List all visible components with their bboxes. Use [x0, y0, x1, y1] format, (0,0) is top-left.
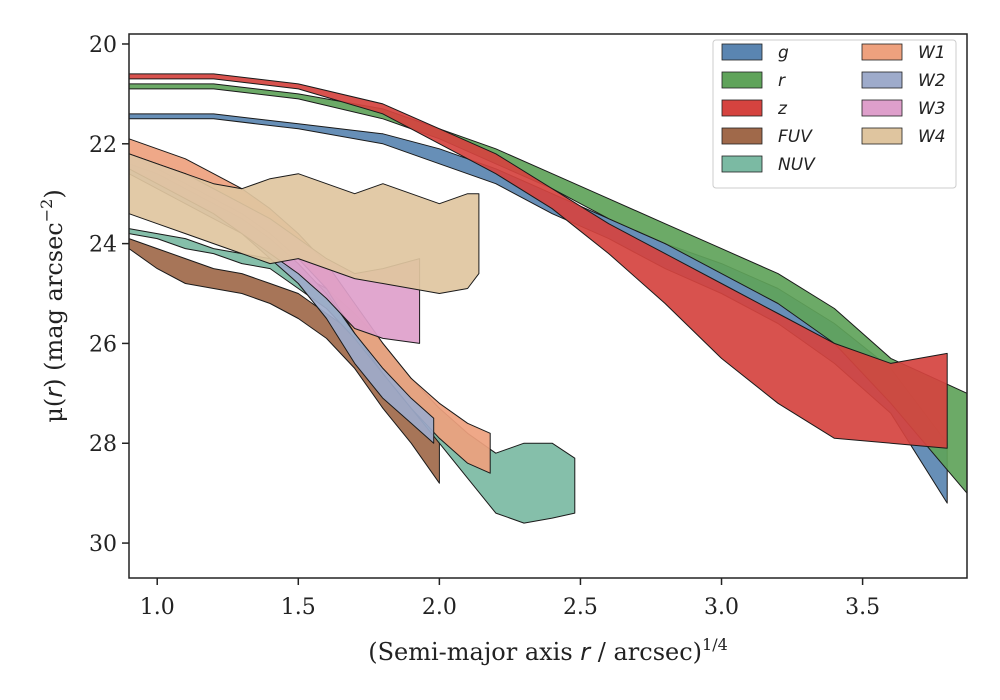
y-tick-label: 30 — [89, 532, 117, 557]
legend-label-fuv: FUV — [778, 127, 813, 147]
bands-layer — [128, 73, 968, 524]
band-fuv — [128, 238, 440, 484]
legend-swatch-r — [721, 71, 763, 89]
x-axis-label: (Semi-major axis r / arcsec)1/4 — [368, 635, 728, 666]
legend-swatch-z — [721, 99, 763, 117]
legend-swatch-w3 — [861, 99, 903, 117]
y-tick-label: 26 — [89, 332, 117, 357]
y-tick-label: 20 — [89, 33, 117, 58]
legend-swatch-w1 — [861, 43, 903, 61]
legend-swatch-w2 — [861, 71, 903, 89]
x-tick-label: 1.5 — [281, 595, 316, 620]
legend-label-w2: W2 — [918, 71, 946, 91]
x-axis: 1.0 1.5 2.0 2.5 3.0 3.5 — [140, 578, 880, 620]
band-w4 — [128, 153, 480, 294]
legend-swatch-g — [721, 43, 763, 61]
legend-label-w1: W1 — [918, 43, 946, 63]
legend-swatch-nuv — [721, 155, 763, 173]
legend-label-r: r — [778, 71, 786, 91]
x-tick-label: 2.5 — [563, 595, 598, 620]
plot-frame — [128, 33, 968, 579]
y-axis: 20 22 24 26 28 30 — [89, 33, 129, 557]
legend-label-z: z — [777, 99, 788, 119]
legend-entries: grz FUV NUV W1 W2 W3 W4 — [721, 43, 946, 175]
y-tick-label: 28 — [89, 432, 117, 457]
legend-swatch-w4 — [861, 127, 903, 145]
legend-label-g: g — [778, 43, 789, 63]
legend: grz FUV NUV W1 W2 W3 W4 — [712, 39, 957, 189]
legend-label-w3: W3 — [918, 99, 946, 119]
y-axis-label: μ(r) (mag arcsec−2) — [37, 189, 68, 422]
legend-swatch-fuv — [721, 127, 763, 145]
x-tick-label: 3.5 — [845, 595, 880, 620]
y-tick-label: 22 — [89, 133, 117, 158]
legend-label-w4: W4 — [918, 127, 946, 147]
x-tick-label: 2.0 — [422, 595, 457, 620]
x-tick-label: 1.0 — [140, 595, 175, 620]
x-tick-label: 3.0 — [704, 595, 739, 620]
band-z — [128, 73, 948, 449]
y-tick-label: 24 — [89, 233, 117, 258]
legend-label-nuv: NUV — [778, 155, 816, 175]
